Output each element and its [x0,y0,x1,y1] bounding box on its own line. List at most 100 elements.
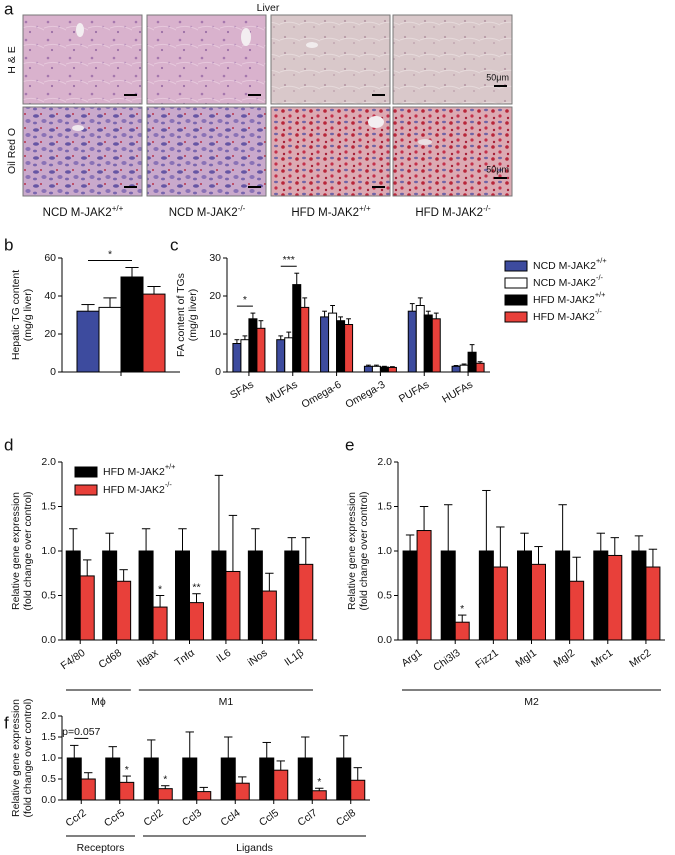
x-tick-label: IL1β [282,647,306,669]
bar [98,306,122,373]
bar [196,791,212,801]
y-axis-label: (fold change over control) [358,491,370,610]
panel-letter: a [4,0,14,18]
significance: * [158,583,162,595]
bar [607,554,623,641]
y-axis-label: (fold change over control) [22,698,34,817]
micrographs [22,14,513,197]
y-axis-label: Hepatic TG content [10,270,22,360]
bar [102,550,118,641]
x-tick-label: Ccl7 [295,807,319,829]
bar [247,550,263,641]
bar [320,316,330,373]
x-tick-label: Mgl1 [513,647,539,670]
x-tick-label: Omega-6 [300,379,344,411]
row-label: H & E [6,46,18,73]
y-tick-label: 1.0 [41,545,56,557]
x-tick-label: SFAs [228,379,256,402]
y-tick-label: 0.5 [377,589,392,601]
x-tick-label: iNos [246,647,270,669]
x-tick-label: Ccl5 [257,807,281,829]
row-label: Oil Red O [6,128,18,174]
bar [402,550,418,641]
bar [300,306,310,373]
legend-label: NCD M-JAK2+/+ [533,256,607,271]
bar [492,566,508,641]
bar [284,337,294,373]
y-tick-label: 1.5 [41,731,56,743]
bar [631,550,647,641]
vessel [76,23,84,37]
group-label: Receptors [77,842,125,854]
y-tick-label: 0.0 [377,634,392,646]
y-axis-label: (mg/g liver) [187,289,199,342]
bar [311,790,327,801]
bar [175,550,190,641]
significance: p=0.057 [62,726,100,738]
micrograph [392,106,513,197]
bar [328,312,338,373]
x-tick-label: F4/80 [59,647,88,672]
x-tick-label: PUFAs [397,379,431,406]
group-label: Mϕ [91,696,106,708]
bar [531,563,546,641]
y-axis-label: Relative gene expression [10,699,22,817]
significance: * [108,248,112,260]
vessel [72,125,84,131]
significance: ** [192,582,200,594]
y-tick-label: 0.0 [41,634,56,646]
x-tick-label: IL6 [214,647,233,665]
vessel [368,116,384,128]
bar [248,318,258,373]
y-axis-label: Relative gene expression [10,492,22,610]
panel-letter: f [4,713,9,732]
bar [234,782,250,801]
bar [475,362,485,373]
panel-letter: d [4,435,13,454]
bar [467,351,477,373]
bar [336,320,346,373]
y-tick-label: 60 [44,252,56,264]
legend-swatch [504,294,528,306]
bar [344,324,354,373]
bar [298,563,314,641]
bar [451,365,461,373]
scale-label: 50μm [486,72,509,82]
x-tick-label: MUFAs [264,379,300,407]
x-tick-label: Ccl8 [334,807,358,829]
bar [66,757,82,801]
bar [645,566,661,641]
bar [363,365,373,373]
significance: * [163,774,167,786]
x-tick-label: Tnfα [173,647,197,669]
x-tick-label: Itgax [135,646,161,669]
x-tick-label: Chi3l3 [431,647,462,674]
y-tick-label: 0.0 [41,794,56,806]
bar [119,781,135,801]
y-tick-label: 0.5 [41,589,56,601]
y-tick-label: 2.0 [41,710,56,722]
group-label: Ligands [236,842,273,854]
y-tick-label: 1.0 [41,752,56,764]
y-tick-label: 2.0 [41,456,56,468]
x-tick-label: Ccr2 [64,807,89,830]
bar [415,305,425,373]
bar [593,550,609,641]
bar [284,550,300,641]
legend-label: HFD M-JAK2+/+ [533,290,605,305]
bar [142,293,166,373]
bar [80,778,96,801]
micrograph [146,106,267,197]
bar [157,788,173,801]
column-label: NCD M-JAK2+/+ [43,204,124,219]
panel-title: Liver [257,2,280,14]
legend-swatch [74,484,98,496]
micrograph [22,106,143,197]
bar [431,318,441,373]
bar [120,276,144,373]
bar [261,590,277,641]
bar [336,757,352,801]
panel-letter: b [4,235,13,254]
bar [189,602,204,641]
bar [407,310,417,373]
